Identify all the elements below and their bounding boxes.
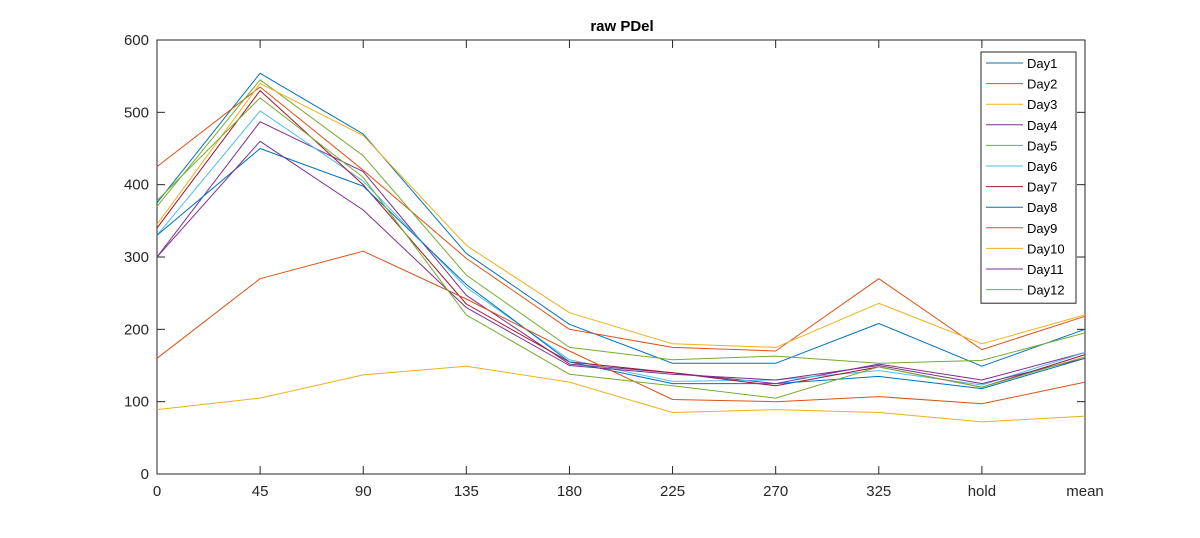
legend-label: Day12 xyxy=(1027,283,1065,298)
legend-label: Day6 xyxy=(1027,159,1057,174)
y-tick-label: 0 xyxy=(141,466,149,483)
y-tick-label: 300 xyxy=(124,249,149,266)
y-tick-label: 400 xyxy=(124,177,149,194)
legend-label: Day3 xyxy=(1027,97,1057,112)
x-axis: 0 45 90 135 180 225 270 325 hold mean xyxy=(153,40,1104,500)
series-line-day9 xyxy=(156,250,1086,405)
legend-label: Day9 xyxy=(1027,221,1057,236)
legend-label: Day2 xyxy=(1027,77,1057,92)
legend-label: Day8 xyxy=(1027,200,1057,215)
y-axis: 0 100 200 300 400 500 600 xyxy=(124,32,1085,483)
series-lines xyxy=(156,72,1086,423)
legend-box xyxy=(980,51,1077,304)
series-line-day6 xyxy=(156,110,1086,386)
plot-area xyxy=(156,39,1086,475)
series-line-day8 xyxy=(156,148,1086,390)
x-tick-label: 225 xyxy=(660,483,685,500)
series-line-day11 xyxy=(156,140,1086,385)
chart-title: raw PDel xyxy=(590,18,653,35)
x-tick-label: 45 xyxy=(252,483,269,500)
legend-label: Day5 xyxy=(1027,138,1057,153)
x-tick-label: 270 xyxy=(763,483,788,500)
x-tick-label: 325 xyxy=(866,483,891,500)
legend-label: Day4 xyxy=(1027,118,1057,133)
series-line-day10 xyxy=(156,82,1086,348)
y-tick-label: 200 xyxy=(124,321,149,338)
y-tick-label: 100 xyxy=(124,394,149,411)
legend: Day1 Day2 Day3 Day4 Day5 Day6 Day7 Day8 Day9 Day1… xyxy=(980,51,1077,304)
legend-label: Day1 xyxy=(1027,56,1057,71)
legend-label: Day7 xyxy=(1027,180,1057,195)
x-tick-label: 135 xyxy=(454,483,479,500)
x-tick-label: mean xyxy=(1066,483,1104,500)
series-line-day4 xyxy=(156,121,1086,385)
legend-label: Day10 xyxy=(1027,241,1065,256)
x-tick-label: 90 xyxy=(355,483,372,500)
series-line-day1 xyxy=(156,72,1086,367)
series-line-day5 xyxy=(156,79,1086,364)
x-tick-label: hold xyxy=(968,483,996,500)
y-tick-label: 600 xyxy=(124,32,149,49)
legend-label: Day11 xyxy=(1027,262,1064,277)
series-line-day2 xyxy=(156,86,1086,352)
y-tick-label: 500 xyxy=(124,104,149,121)
x-tick-label: 180 xyxy=(557,483,582,500)
series-line-day12 xyxy=(156,97,1086,399)
x-tick-label: 0 xyxy=(153,483,161,500)
series-line-day3 xyxy=(156,365,1086,423)
